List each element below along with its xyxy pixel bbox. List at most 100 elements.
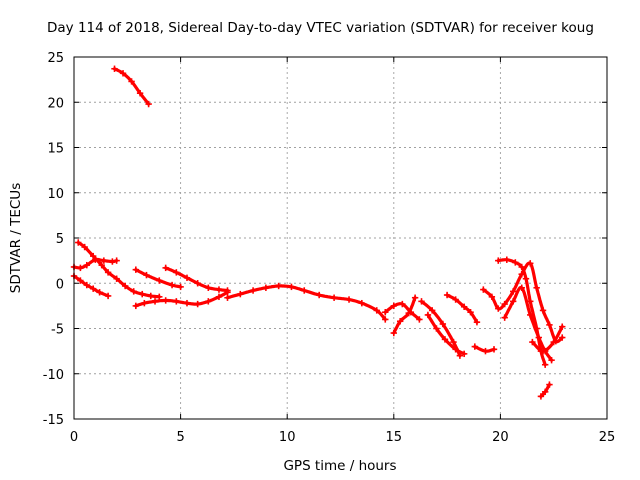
data-point [104,269,112,276]
series-arc4 [72,274,110,298]
data-point [173,269,180,276]
data-point [546,321,553,329]
data-point [548,356,555,364]
data-point [495,257,502,264]
x-tick-label: 10 [279,430,296,445]
data-point [399,300,406,308]
data-point [473,318,481,326]
x-tick-label: 25 [599,430,616,445]
data-point [151,298,159,305]
data-point [143,271,150,279]
data-point [77,264,84,272]
y-tick-label: 20 [47,96,64,111]
data-point [147,292,154,300]
data-point [194,280,201,287]
grid [74,57,607,419]
data-point [559,334,566,341]
data-point [132,266,140,273]
data-point [443,291,451,299]
data-point [205,284,212,291]
data-point [535,334,542,341]
series-arc15 [481,261,564,344]
data-point [533,284,540,291]
data-point [416,316,423,323]
chart-title: Day 114 of 2018, Sidereal Day-to-day VTE… [47,20,594,36]
data-point [75,239,82,246]
data-point [405,309,412,317]
data-point [512,259,519,266]
data-point [315,291,323,299]
series-arc5 [134,290,230,308]
data-point [503,256,510,263]
data-point [119,70,127,77]
data-point [482,347,489,355]
y-tick-label: -10 [43,368,64,383]
data-point [452,346,459,353]
data-point [156,293,163,301]
y-axis-label: SDTVAR / TECUs [8,183,24,293]
data-point [452,296,459,303]
data-point [121,282,129,290]
x-tick-label: 20 [492,430,509,445]
data-point [100,257,108,264]
series-arc18 [530,325,564,353]
data-point [81,243,88,251]
data-point [96,289,103,296]
data-point [183,274,191,282]
data-point [490,346,498,353]
data-point [130,288,137,295]
data-point [501,300,508,308]
data-point [396,318,404,325]
data-point [83,261,90,269]
data-point [411,294,419,301]
data-point [136,90,144,97]
data-point [215,293,223,301]
x-tick-label: 5 [176,430,184,445]
series-arc13 [445,293,479,324]
data-point [168,281,176,289]
data-point [373,307,380,314]
y-tick-label: 10 [47,187,64,202]
data-point [541,361,549,368]
data-point [527,311,534,319]
y-tick-label: -5 [51,323,64,338]
data-point [509,298,517,305]
data-point [390,302,397,310]
data-point [518,284,525,291]
data-point [546,381,553,388]
data-point [480,286,487,293]
y-tick-label: -15 [43,413,64,428]
data-point [128,78,135,85]
data-point [156,277,163,284]
data-point [224,287,231,294]
data-point [183,299,191,307]
data-point [527,260,534,267]
y-tick-label: 25 [47,51,64,66]
data-point [439,320,447,328]
data-point [224,294,231,301]
data-point [460,350,468,358]
data-point [541,388,549,396]
series-arc12 [426,313,466,356]
data-point [509,288,517,295]
data-point [113,257,120,264]
data-point [301,287,308,294]
data-point [382,309,389,316]
data-point [501,314,508,321]
data-point [288,283,295,291]
data-point [162,264,169,272]
data-point [441,336,449,343]
data-point [173,298,180,305]
data-point [109,258,116,265]
data-point [162,297,169,304]
series-arc1 [112,67,151,106]
data-point [237,290,244,298]
data-layer [70,65,566,400]
data-point [390,329,397,337]
data-point [424,311,432,319]
data-point [104,292,112,300]
data-point [275,282,282,290]
data-point [428,307,436,314]
data-point [139,290,146,298]
